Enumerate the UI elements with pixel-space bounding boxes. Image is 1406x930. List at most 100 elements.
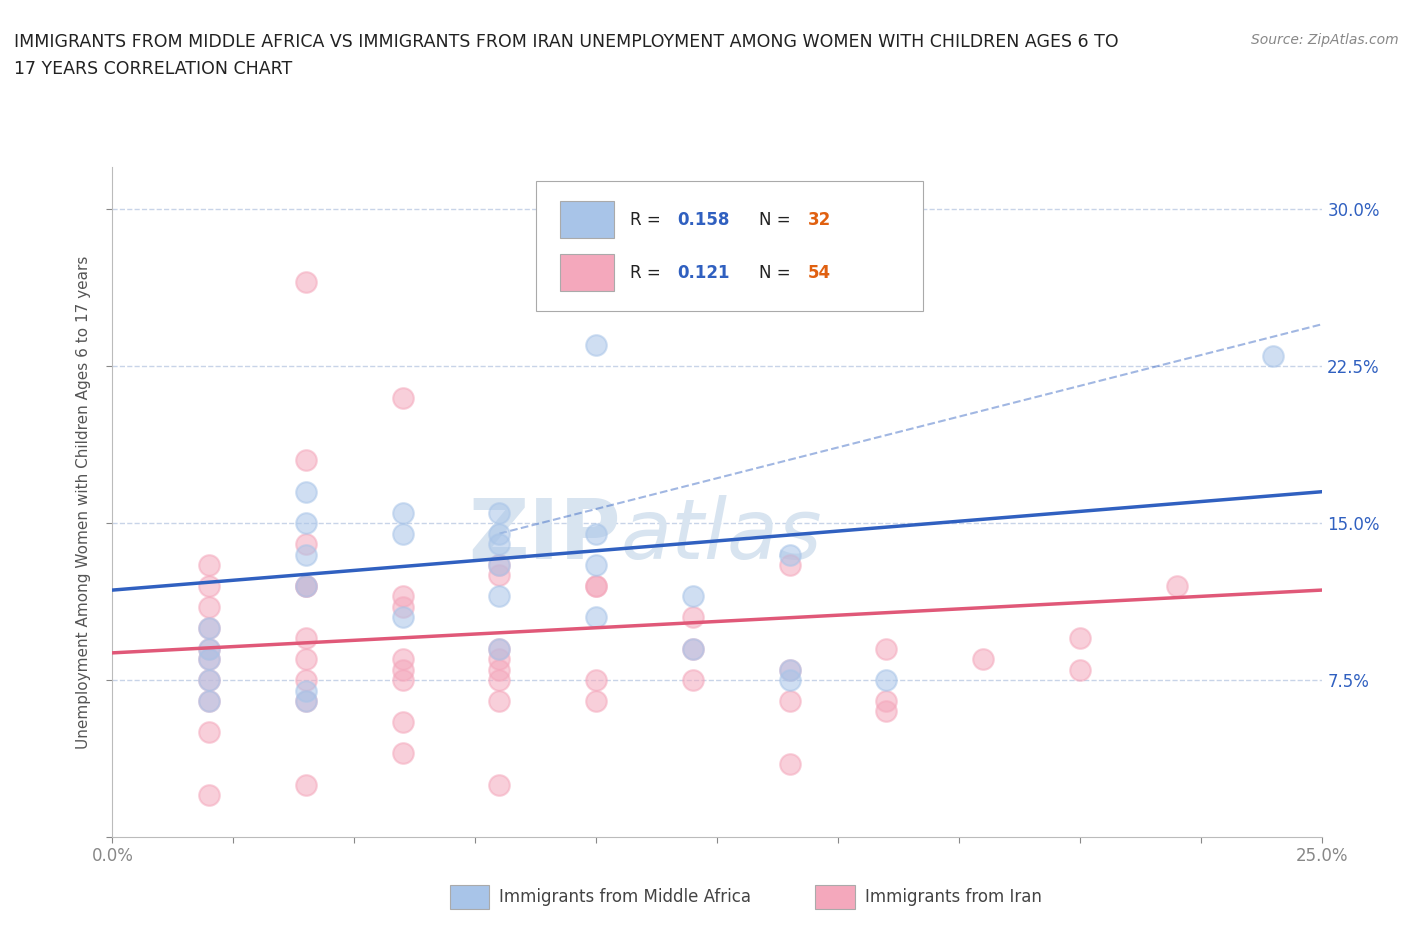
Point: [585, 338, 607, 352]
Text: 17 YEARS CORRELATION CHART: 17 YEARS CORRELATION CHART: [14, 60, 292, 78]
Text: 32: 32: [807, 210, 831, 229]
Point: [391, 662, 413, 677]
Point: [295, 578, 318, 593]
Text: 54: 54: [807, 264, 831, 282]
Point: [779, 662, 801, 677]
Point: [779, 547, 801, 562]
Point: [488, 589, 510, 604]
Point: [198, 558, 221, 573]
Point: [295, 578, 318, 593]
Point: [488, 694, 510, 709]
Point: [391, 589, 413, 604]
Point: [779, 694, 801, 709]
Point: [682, 610, 704, 625]
Point: [295, 547, 318, 562]
FancyBboxPatch shape: [560, 201, 614, 238]
Point: [391, 714, 413, 729]
Text: Source: ZipAtlas.com: Source: ZipAtlas.com: [1251, 33, 1399, 46]
Point: [972, 652, 994, 667]
Point: [295, 453, 318, 468]
Point: [585, 694, 607, 709]
Point: [875, 704, 897, 719]
Point: [585, 558, 607, 573]
Point: [779, 558, 801, 573]
Point: [875, 672, 897, 687]
Text: R =: R =: [630, 210, 661, 229]
Point: [488, 672, 510, 687]
Point: [295, 631, 318, 645]
Point: [488, 642, 510, 657]
Text: ZIP: ZIP: [468, 495, 620, 577]
Point: [391, 672, 413, 687]
Point: [488, 777, 510, 792]
Text: 0.121: 0.121: [678, 264, 730, 282]
Point: [295, 694, 318, 709]
Point: [295, 694, 318, 709]
Point: [198, 578, 221, 593]
Point: [198, 620, 221, 635]
Point: [682, 642, 704, 657]
Point: [198, 600, 221, 615]
Point: [295, 683, 318, 698]
Point: [198, 725, 221, 740]
Point: [1069, 631, 1091, 645]
Point: [391, 652, 413, 667]
Point: [198, 642, 221, 657]
Point: [391, 746, 413, 761]
Point: [875, 694, 897, 709]
Point: [295, 777, 318, 792]
FancyBboxPatch shape: [560, 255, 614, 291]
FancyBboxPatch shape: [536, 180, 922, 312]
Text: R =: R =: [630, 264, 661, 282]
Point: [488, 537, 510, 551]
Point: [875, 642, 897, 657]
Point: [779, 756, 801, 771]
Point: [198, 652, 221, 667]
Point: [1069, 662, 1091, 677]
Point: [198, 620, 221, 635]
Text: atlas: atlas: [620, 495, 823, 577]
Text: Immigrants from Iran: Immigrants from Iran: [865, 888, 1042, 907]
Point: [295, 537, 318, 551]
Point: [779, 672, 801, 687]
Point: [488, 568, 510, 583]
Point: [585, 672, 607, 687]
Point: [585, 610, 607, 625]
Point: [585, 578, 607, 593]
Point: [682, 642, 704, 657]
Text: N =: N =: [759, 210, 792, 229]
Point: [295, 672, 318, 687]
Point: [391, 391, 413, 405]
Point: [391, 505, 413, 520]
Point: [488, 558, 510, 573]
Point: [585, 526, 607, 541]
Point: [391, 610, 413, 625]
Point: [198, 694, 221, 709]
Y-axis label: Unemployment Among Women with Children Ages 6 to 17 years: Unemployment Among Women with Children A…: [76, 256, 91, 749]
Point: [488, 505, 510, 520]
Point: [198, 652, 221, 667]
Point: [295, 485, 318, 499]
Text: 0.158: 0.158: [678, 210, 730, 229]
Text: Immigrants from Middle Africa: Immigrants from Middle Africa: [499, 888, 751, 907]
Point: [198, 672, 221, 687]
Point: [585, 192, 607, 206]
Point: [295, 652, 318, 667]
Point: [682, 672, 704, 687]
Point: [198, 788, 221, 803]
Point: [391, 600, 413, 615]
Point: [488, 652, 510, 667]
Point: [295, 578, 318, 593]
Text: IMMIGRANTS FROM MIDDLE AFRICA VS IMMIGRANTS FROM IRAN UNEMPLOYMENT AMONG WOMEN W: IMMIGRANTS FROM MIDDLE AFRICA VS IMMIGRA…: [14, 33, 1119, 50]
Point: [198, 672, 221, 687]
Point: [488, 662, 510, 677]
Point: [391, 526, 413, 541]
Point: [488, 526, 510, 541]
Point: [779, 662, 801, 677]
Point: [295, 516, 318, 531]
Point: [488, 642, 510, 657]
Text: N =: N =: [759, 264, 792, 282]
Point: [1166, 578, 1188, 593]
Point: [1263, 349, 1285, 364]
Point: [585, 578, 607, 593]
